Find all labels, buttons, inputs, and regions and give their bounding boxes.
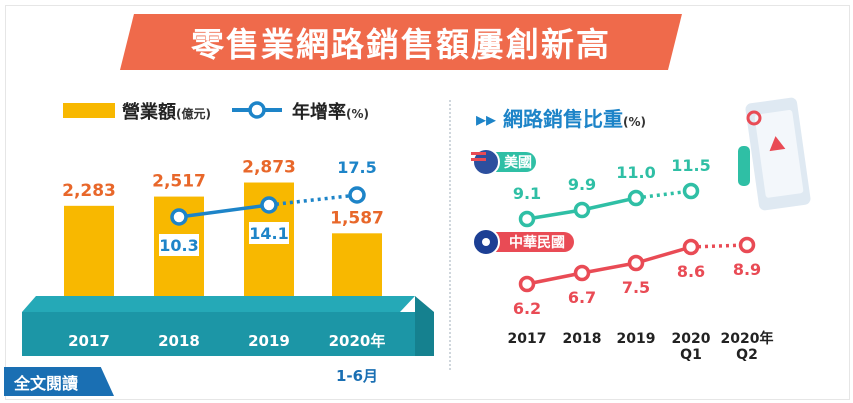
double-arrow-icon: ▸▸ bbox=[476, 107, 497, 131]
full-text-button[interactable]: 全文閱讀 bbox=[4, 367, 114, 396]
tw-line-label-0: 6.2 bbox=[513, 299, 541, 318]
bar-label-2018: 2,517 bbox=[152, 172, 206, 192]
legend-bar-unit: (億元) bbox=[176, 107, 211, 121]
growth-label-bg-2019 bbox=[249, 222, 289, 244]
right-x-tick-4: 2020年 bbox=[721, 330, 774, 347]
tw-line-point-3 bbox=[682, 238, 700, 256]
tw-line-segment-2 bbox=[635, 245, 692, 265]
growth-line-segment-0 bbox=[178, 203, 270, 219]
tw-line-label-2: 7.5 bbox=[622, 278, 650, 297]
us-flag-stripe-2 bbox=[471, 158, 486, 161]
right-x-sublabel-4: Q2 bbox=[736, 347, 758, 363]
right-chart-header: ▸▸ 網路銷售比重(%) bbox=[476, 103, 646, 132]
roc-flag-name: 中華民國 bbox=[509, 234, 565, 251]
x-tick-2018: 2018 bbox=[158, 332, 200, 350]
growth-point-2018 bbox=[170, 208, 188, 226]
tw-line-point-4 bbox=[738, 236, 756, 254]
bar-2020年 bbox=[332, 233, 382, 296]
roc-flag-sun bbox=[482, 238, 490, 246]
us-flag-stripe bbox=[471, 152, 486, 155]
tw-line-label-1: 6.7 bbox=[568, 288, 596, 307]
us-line-segment-2 bbox=[635, 189, 692, 200]
right-x-tick-0: 2017 bbox=[508, 331, 547, 347]
section-divider bbox=[449, 100, 451, 370]
base-band-side bbox=[415, 296, 434, 356]
legend-line-label: 年增率(%) bbox=[292, 98, 369, 124]
legend-bar-swatch bbox=[63, 103, 115, 118]
tw-line-point-2 bbox=[627, 254, 645, 272]
us-line-point-3 bbox=[682, 182, 700, 200]
x-tick-2020年: 2020年 bbox=[329, 332, 386, 350]
tw-line-label-3: 8.6 bbox=[677, 262, 705, 281]
us-line-label-0: 9.1 bbox=[513, 184, 541, 203]
growth-point-2020年 bbox=[348, 186, 366, 204]
shopping-illustration bbox=[738, 97, 811, 211]
tw-line-segment-3 bbox=[690, 243, 748, 249]
growth-label-2018: 10.3 bbox=[159, 236, 198, 255]
growth-line-segment-1 bbox=[268, 193, 358, 207]
x-sublabel-2020年: 1-6月 bbox=[336, 367, 378, 385]
roc-flag-tag bbox=[478, 232, 574, 252]
tw-line-label-4: 8.9 bbox=[733, 260, 761, 279]
tw-line-point-1 bbox=[573, 264, 591, 282]
legend-line-text: 年增率 bbox=[292, 102, 346, 123]
us-line-segment-1 bbox=[581, 196, 637, 212]
tw-line-segment-0 bbox=[526, 271, 583, 286]
bar-label-2020年: 1,587 bbox=[330, 208, 384, 228]
growth-label-bg-2018 bbox=[159, 234, 199, 256]
dress-icon bbox=[769, 136, 786, 152]
right-x-tick-1: 2018 bbox=[563, 331, 602, 347]
us-line-point-0 bbox=[518, 210, 536, 228]
x-tick-2019: 2019 bbox=[248, 332, 290, 350]
growth-label-2020年: 17.5 bbox=[337, 158, 376, 177]
right-x-tick-2: 2019 bbox=[617, 331, 656, 347]
us-flag-name: 美國 bbox=[504, 154, 532, 171]
right-chart-title: 網路銷售比重 bbox=[503, 107, 624, 131]
legend-line-unit: (%) bbox=[346, 107, 369, 121]
right-x-tick-3: 2020 bbox=[672, 331, 711, 347]
legend-bar-label: 營業額(億元) bbox=[122, 98, 211, 124]
us-flag-icon bbox=[472, 148, 500, 176]
x-tick-2017: 2017 bbox=[68, 332, 110, 350]
us-line-segment-0 bbox=[526, 208, 583, 221]
base-band-top bbox=[22, 296, 415, 312]
us-line-label-3: 11.5 bbox=[671, 156, 710, 175]
growth-label-2019: 14.1 bbox=[249, 224, 288, 243]
tw-line-point-0 bbox=[518, 275, 536, 293]
bar-label-2019: 2,873 bbox=[242, 158, 296, 178]
person-figure bbox=[738, 146, 750, 186]
phone-screen bbox=[754, 110, 804, 198]
us-line-label-1: 9.9 bbox=[568, 175, 596, 194]
page-title: 零售業網路銷售額屢創新高 bbox=[191, 25, 611, 64]
right-x-sublabel-3: Q1 bbox=[680, 347, 702, 363]
location-pin-icon bbox=[746, 110, 762, 126]
tw-line-segment-1 bbox=[581, 261, 637, 275]
us-line-point-1 bbox=[573, 201, 591, 219]
bar-2017 bbox=[64, 205, 114, 296]
base-band bbox=[22, 312, 434, 356]
legend-bar-text: 營業額 bbox=[122, 102, 176, 123]
us-line-point-2 bbox=[627, 189, 645, 207]
us-line-label-2: 11.0 bbox=[616, 163, 655, 182]
right-chart-unit: (%) bbox=[623, 115, 647, 129]
bar-label-2017: 2,283 bbox=[62, 181, 116, 201]
growth-point-2019 bbox=[260, 196, 278, 214]
